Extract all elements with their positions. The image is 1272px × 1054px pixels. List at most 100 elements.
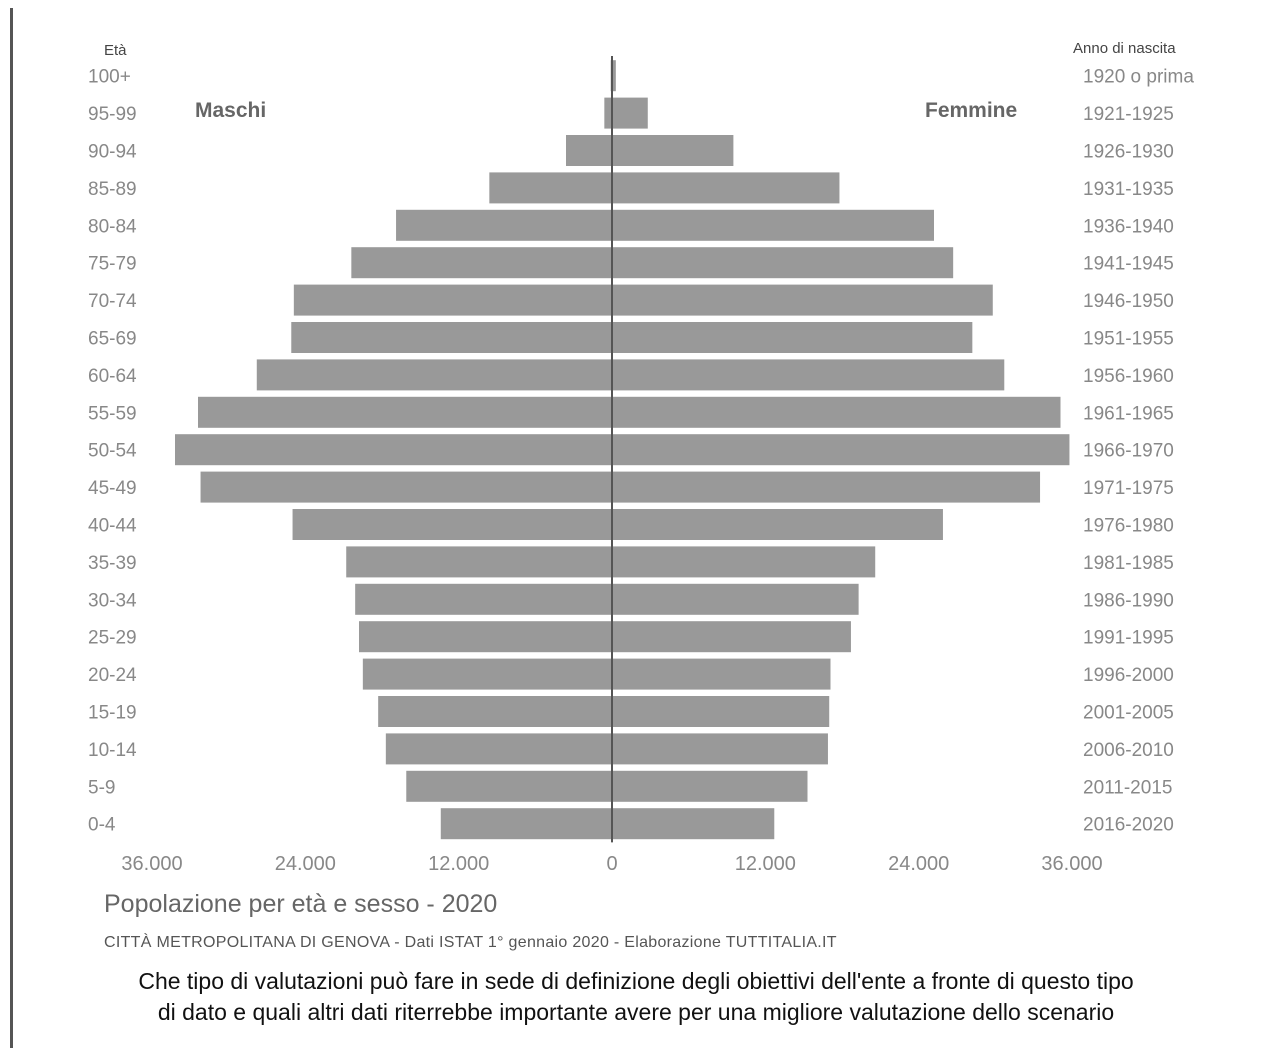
bar-femmine-50-54 (612, 434, 1070, 466)
bar-femmine-55-59 (612, 396, 1061, 428)
age-label: 25-29 (88, 628, 137, 649)
bar-maschi-50-54 (175, 434, 612, 466)
birth-year-header: Anno di nascita (1073, 40, 1176, 57)
bar-femmine-100+ (612, 60, 616, 92)
bar-maschi-55-59 (198, 396, 612, 428)
age-label: 90-94 (88, 142, 137, 163)
bar-femmine-15-19 (612, 696, 830, 727)
birth-year-label: 1991-1995 (1083, 628, 1174, 649)
age-label: 85-89 (88, 179, 137, 200)
birth-year-label: 1941-1945 (1083, 254, 1174, 275)
bar-femmine-20-24 (612, 658, 831, 690)
age-label: 80-84 (88, 216, 137, 237)
x-tick-label: 0 (606, 853, 617, 875)
male-bars (175, 60, 613, 840)
x-axis-ticks: 36.000 24.000 12.000 0 12.000 24.000 36.000 (121, 853, 1102, 875)
birth-year-label: 1921-1925 (1083, 104, 1174, 125)
bar-maschi-5-9 (406, 770, 612, 802)
chart-title: Popolazione per età e sesso - 2020 (104, 890, 498, 918)
bar-maschi-10-14 (385, 733, 612, 765)
birth-year-label: 1951-1955 (1083, 329, 1174, 350)
bar-femmine-35-39 (612, 546, 876, 578)
age-label: 55-59 (88, 403, 137, 424)
birth-year-label: 1926-1930 (1083, 142, 1174, 163)
bar-femmine-80-84 (612, 209, 934, 241)
bar-femmine-10-14 (612, 733, 828, 765)
birth-year-label: 1976-1980 (1083, 516, 1174, 537)
x-tick-label: 36.000 (1041, 853, 1102, 875)
female-bars (612, 60, 1070, 840)
birth-year-label: 1946-1950 (1083, 291, 1174, 312)
age-label: 65-69 (88, 329, 137, 350)
bar-femmine-5-9 (612, 770, 808, 802)
bar-femmine-45-49 (612, 471, 1041, 503)
age-label: 5-9 (88, 777, 115, 798)
question-line-1: Che tipo di valutazioni può fare in sede… (138, 968, 1134, 994)
age-label: 70-74 (88, 291, 137, 312)
age-label: 20-24 (88, 665, 137, 686)
bar-maschi-95-99 (604, 97, 612, 129)
bar-femmine-90-94 (612, 135, 734, 166)
age-label: 30-34 (88, 590, 137, 611)
age-label: 50-54 (88, 441, 137, 462)
bar-femmine-75-79 (612, 247, 954, 279)
birth-year-label: 1996-2000 (1083, 665, 1174, 686)
bar-femmine-95-99 (612, 97, 648, 129)
age-label: 0-4 (88, 815, 116, 836)
page-border-line (10, 8, 13, 1048)
age-label: 60-64 (88, 366, 137, 387)
bar-maschi-30-34 (355, 583, 612, 615)
bar-femmine-85-89 (612, 172, 840, 204)
bar-maschi-15-19 (378, 696, 612, 727)
bar-maschi-60-64 (256, 359, 612, 391)
bar-maschi-35-39 (346, 546, 612, 578)
age-label: 100+ (88, 67, 131, 88)
birth-year-label: 1956-1960 (1083, 366, 1174, 387)
age-label: 15-19 (88, 703, 137, 724)
birth-year-label: 2011-2015 (1083, 777, 1172, 798)
bar-maschi-75-79 (351, 247, 612, 279)
bar-femmine-60-64 (612, 359, 1005, 391)
bar-femmine-0-4 (612, 808, 775, 840)
bar-maschi-25-29 (359, 621, 612, 653)
birth-year-label: 2006-2010 (1083, 740, 1174, 761)
female-series-label: Femmine (925, 99, 1017, 122)
x-tick-label: 36.000 (121, 853, 182, 875)
birth-year-label: 1971-1975 (1083, 478, 1174, 499)
bar-femmine-65-69 (612, 322, 973, 353)
age-header: Età (104, 42, 127, 59)
x-tick-label: 24.000 (888, 853, 949, 875)
birth-year-label: 1936-1940 (1083, 216, 1174, 237)
birth-year-label: 1931-1935 (1083, 179, 1174, 200)
bar-maschi-70-74 (293, 284, 612, 316)
bar-maschi-90-94 (566, 135, 612, 166)
birth-year-label: 1986-1990 (1083, 590, 1174, 611)
birth-year-labels: 1920 o prima 1921-1925 1926-1930 1931-1935 1… (1083, 67, 1194, 836)
age-label: 10-14 (88, 740, 137, 761)
bar-maschi-40-44 (292, 509, 612, 540)
birth-year-label: 1961-1965 (1083, 403, 1174, 424)
age-label: 45-49 (88, 478, 137, 499)
question-line-2: di dato e quali altri dati riterrebbe im… (157, 999, 1115, 1025)
x-tick-label: 12.000 (428, 853, 489, 875)
age-labels: 100+ 95-99 90-94 85-89 80-84 75-79 70-74 65-69 6… (88, 67, 137, 836)
age-label: 35-39 (88, 553, 137, 574)
bar-maschi-45-49 (200, 471, 613, 503)
bar-maschi-20-24 (362, 658, 612, 690)
bar-femmine-70-74 (612, 284, 993, 316)
bar-maschi-0-4 (440, 808, 612, 840)
bar-femmine-30-34 (612, 583, 859, 615)
birth-year-label: 1920 o prima (1083, 67, 1194, 88)
age-label: 75-79 (88, 254, 137, 275)
bar-femmine-40-44 (612, 509, 943, 540)
source-note: CITTÀ METROPOLITANA DI GENOVA - Dati IST… (104, 934, 837, 951)
age-label: 95-99 (88, 104, 137, 125)
population-pyramid-chart: 100+ 95-99 90-94 85-89 80-84 75-79 70-74 65-69 6… (88, 40, 1194, 875)
age-label: 40-44 (88, 516, 137, 537)
question-text: Che tipo di valutazioni può fare in sede… (0, 966, 1272, 1028)
birth-year-label: 2001-2005 (1083, 703, 1174, 724)
bar-maschi-65-69 (291, 322, 612, 353)
x-tick-label: 12.000 (735, 853, 796, 875)
x-tick-label: 24.000 (275, 853, 336, 875)
birth-year-label: 2016-2020 (1083, 815, 1174, 836)
